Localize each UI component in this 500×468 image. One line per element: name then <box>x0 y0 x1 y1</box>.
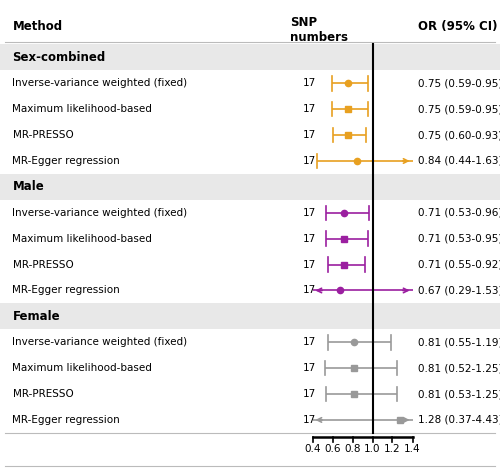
Text: 17: 17 <box>302 208 316 218</box>
Text: 17: 17 <box>302 234 316 244</box>
Text: 0.71 (0.53-0.96): 0.71 (0.53-0.96) <box>418 208 500 218</box>
Text: 1.4: 1.4 <box>404 444 421 453</box>
Text: 0.81 (0.52-1.25): 0.81 (0.52-1.25) <box>418 363 500 373</box>
Text: 0.71 (0.55-0.92): 0.71 (0.55-0.92) <box>418 260 500 270</box>
Text: 0.75 (0.59-0.95): 0.75 (0.59-0.95) <box>418 104 500 114</box>
Text: 0.8: 0.8 <box>344 444 361 453</box>
Text: 17: 17 <box>302 260 316 270</box>
Text: 17: 17 <box>302 337 316 347</box>
Text: OR (95% CI): OR (95% CI) <box>418 21 497 33</box>
Text: 0.81 (0.55-1.19): 0.81 (0.55-1.19) <box>418 337 500 347</box>
Text: Maximum likelihood-based: Maximum likelihood-based <box>12 363 152 373</box>
Text: 17: 17 <box>302 389 316 399</box>
Text: Sex-combined: Sex-combined <box>12 51 106 64</box>
Text: 1.28 (0.37-4.43): 1.28 (0.37-4.43) <box>418 415 500 425</box>
Text: Maximum likelihood-based: Maximum likelihood-based <box>12 104 152 114</box>
Text: MR-PRESSO: MR-PRESSO <box>12 389 73 399</box>
Text: Maximum likelihood-based: Maximum likelihood-based <box>12 234 152 244</box>
Text: 17: 17 <box>302 156 316 166</box>
Text: 17: 17 <box>302 78 316 88</box>
Text: 17: 17 <box>302 363 316 373</box>
Text: MR-Egger regression: MR-Egger regression <box>12 415 120 425</box>
Text: 0.81 (0.53-1.25): 0.81 (0.53-1.25) <box>418 389 500 399</box>
Text: Inverse-variance weighted (fixed): Inverse-variance weighted (fixed) <box>12 78 188 88</box>
Text: Inverse-variance weighted (fixed): Inverse-variance weighted (fixed) <box>12 337 188 347</box>
Text: MR-Egger regression: MR-Egger regression <box>12 285 120 295</box>
Text: 0.67 (0.29-1.53): 0.67 (0.29-1.53) <box>418 285 500 295</box>
Text: 0.4: 0.4 <box>304 444 321 453</box>
Text: MR-PRESSO: MR-PRESSO <box>12 130 73 140</box>
Text: Male: Male <box>12 180 44 193</box>
Text: 0.71 (0.53-0.95): 0.71 (0.53-0.95) <box>418 234 500 244</box>
Text: MR-PRESSO: MR-PRESSO <box>12 260 73 270</box>
Text: 17: 17 <box>302 104 316 114</box>
Text: Method: Method <box>12 21 62 33</box>
Text: 0.6: 0.6 <box>324 444 341 453</box>
Text: 0.75 (0.59-0.95): 0.75 (0.59-0.95) <box>418 78 500 88</box>
Text: SNP
numbers: SNP numbers <box>290 16 348 44</box>
Text: 17: 17 <box>302 130 316 140</box>
Text: Female: Female <box>12 310 60 323</box>
Text: Inverse-variance weighted (fixed): Inverse-variance weighted (fixed) <box>12 208 188 218</box>
Text: 17: 17 <box>302 285 316 295</box>
Text: 17: 17 <box>302 415 316 425</box>
Text: 1.2: 1.2 <box>384 444 401 453</box>
Text: 0.84 (0.44-1.63): 0.84 (0.44-1.63) <box>418 156 500 166</box>
Text: 0.75 (0.60-0.93): 0.75 (0.60-0.93) <box>418 130 500 140</box>
Text: MR-Egger regression: MR-Egger regression <box>12 156 120 166</box>
Text: 1.0: 1.0 <box>364 444 381 453</box>
